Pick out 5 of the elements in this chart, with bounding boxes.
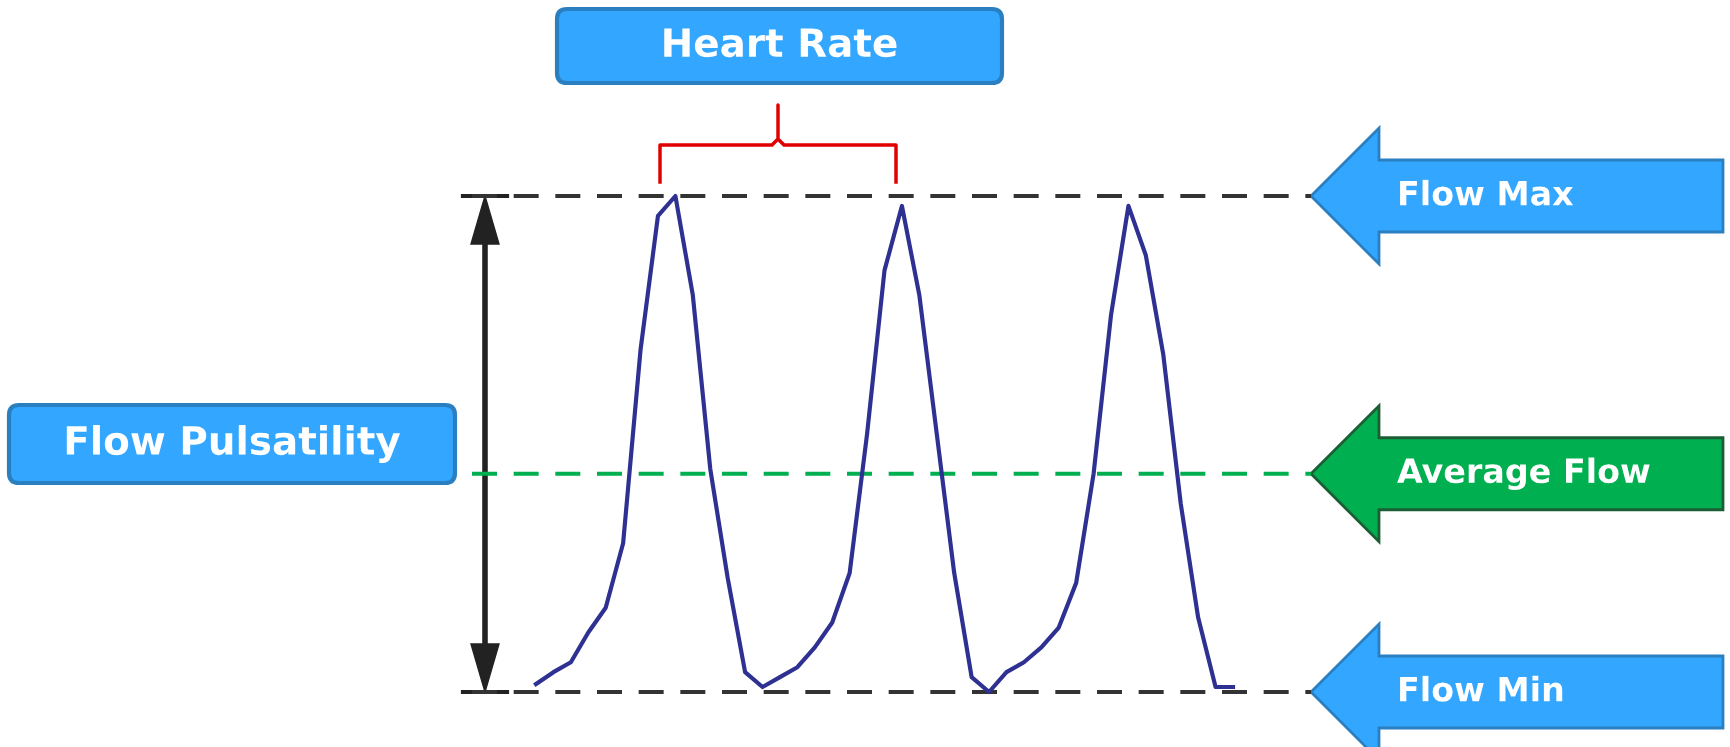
ref-line-label: Flow Max bbox=[1400, 179, 1574, 206]
text: Flow Pulsatility bbox=[66, 425, 401, 463]
text: Heart Rate bbox=[664, 28, 897, 58]
ref-line-label: Flow Min bbox=[1400, 675, 1563, 702]
ref-line-label: Average Flow bbox=[1397, 457, 1650, 491]
